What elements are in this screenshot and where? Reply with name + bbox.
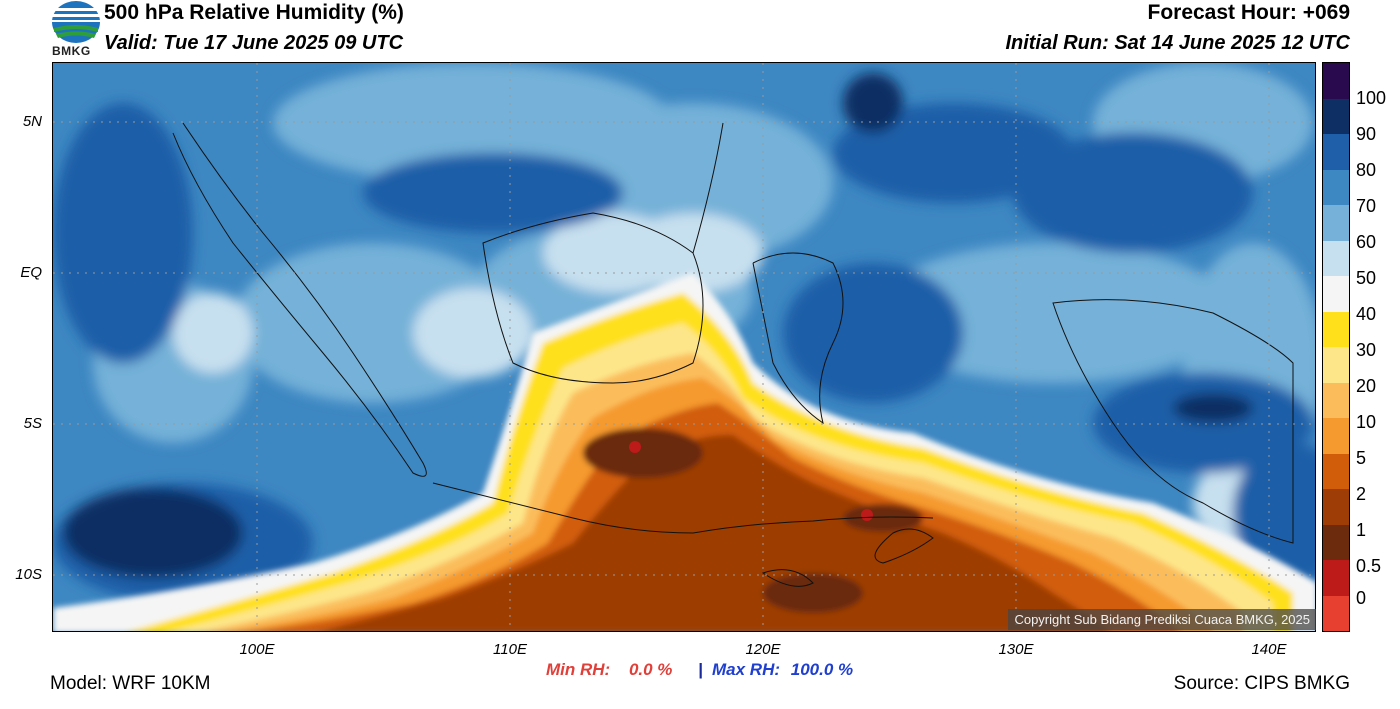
bmkg-emblem-icon (52, 1, 100, 43)
min-rh-label: Min RH: (546, 660, 611, 679)
colorbar-segment (1323, 276, 1349, 312)
colorbar-label-100: 100 (1356, 88, 1387, 108)
lat-lon-grid (53, 63, 1315, 631)
colorbar-label-2: 2 (1356, 484, 1367, 504)
max-rh-value: 100.0 % (790, 660, 854, 679)
model-label: Model: WRF 10KM (50, 673, 211, 694)
bmkg-logo: BMKG (50, 0, 102, 62)
colorbar-label-10: 10 (1356, 412, 1377, 432)
colorbar-label-0-5: 0.5 (1356, 556, 1382, 576)
initial-run: Initial Run: Sat 14 June 2025 12 UTC (1005, 32, 1350, 54)
colorbar-label-0: 0 (1356, 588, 1367, 608)
colorbar-label-80: 80 (1356, 160, 1377, 180)
chart-title: 500 hPa Relative Humidity (%) (104, 1, 404, 24)
colorbar-segment (1323, 453, 1349, 489)
colorbar-segment (1323, 560, 1349, 596)
colorbar-segment (1323, 347, 1349, 383)
copyright-notice: Copyright Sub Bidang Prediksi Cuaca BMKG… (1008, 609, 1316, 630)
colorbar-label-60: 60 (1356, 232, 1377, 252)
lat-tick-5s: 5S (23, 415, 42, 432)
colorbar-segment (1323, 98, 1349, 134)
colorbar-segment (1323, 311, 1349, 347)
forecast-hour: Forecast Hour: +069 (1147, 1, 1351, 24)
colorbar-label-20: 20 (1356, 376, 1377, 396)
source-label: Source: CIPS BMKG (1173, 673, 1350, 694)
colorbar-segment (1323, 205, 1349, 241)
humidity-map (52, 62, 1316, 632)
colorbar-segment (1323, 63, 1349, 99)
colorbar-label-70: 70 (1356, 196, 1377, 216)
colorbar-segment (1323, 489, 1349, 525)
valid-time: Valid: Tue 17 June 2025 09 UTC (104, 32, 404, 54)
lon-tick-140e: 140E (1251, 641, 1287, 658)
colorbar-label-50: 50 (1356, 268, 1377, 288)
lat-tick-eq: EQ (20, 264, 42, 281)
logo-text: BMKG (52, 44, 91, 58)
colorbar-segment (1323, 382, 1349, 418)
colorbar (1322, 62, 1350, 632)
colorbar-segment (1323, 418, 1349, 454)
colorbar-segment (1323, 524, 1349, 560)
colorbar-label-90: 90 (1356, 124, 1377, 144)
lon-tick-120e: 120E (745, 641, 781, 658)
colorbar-label-1: 1 (1356, 520, 1367, 540)
lon-tick-100e: 100E (239, 641, 275, 658)
colorbar-label-40: 40 (1356, 304, 1377, 324)
colorbar-segment (1323, 595, 1349, 631)
lat-tick-10s: 10S (15, 566, 42, 583)
lat-tick-5n: 5N (22, 113, 42, 130)
colorbar-segment (1323, 134, 1349, 170)
humidity-field (53, 63, 1315, 631)
colorbar-label-30: 30 (1356, 340, 1377, 360)
lon-tick-130e: 130E (998, 641, 1034, 658)
colorbar-segment (1323, 240, 1349, 276)
coastlines (172, 122, 1294, 587)
colorbar-segment (1323, 169, 1349, 205)
min-rh: Min RH: 0.0 % (546, 660, 672, 680)
colorbar-label-5: 5 (1356, 448, 1367, 468)
lon-tick-110e: 110E (493, 641, 527, 658)
max-rh-label: Max RH: (712, 660, 781, 679)
rh-separator: | (698, 660, 703, 679)
min-rh-value: 0.0 % (628, 660, 673, 679)
max-rh: Max RH: 100.0 % (712, 660, 853, 680)
